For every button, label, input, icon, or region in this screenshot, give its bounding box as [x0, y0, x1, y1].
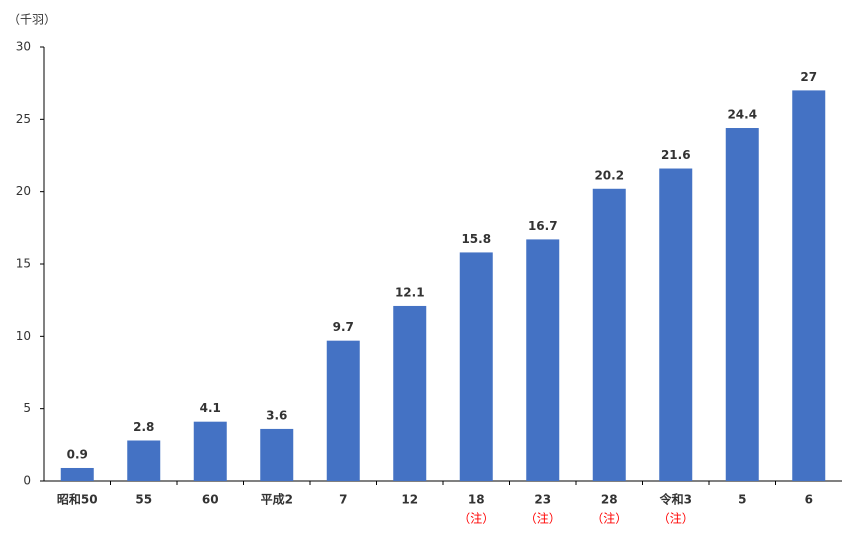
- value-label: 16.7: [528, 219, 558, 233]
- value-label: 2.8: [133, 420, 154, 434]
- y-tick-label: 25: [16, 112, 31, 126]
- value-label: 9.7: [333, 320, 354, 334]
- x-tick-label: 平成2: [261, 492, 293, 507]
- value-label: 20.2: [594, 168, 624, 182]
- x-tick-label: 12: [401, 493, 418, 507]
- x-tick-label: 5: [738, 493, 746, 507]
- bar: [127, 440, 161, 481]
- y-tick-label: 30: [16, 40, 31, 54]
- value-label: 15.8: [461, 232, 491, 246]
- value-label: 21.6: [661, 148, 691, 162]
- bar: [193, 421, 227, 481]
- x-tick-label: 28: [601, 493, 618, 507]
- bar: [725, 128, 759, 481]
- x-tick-label: 23: [534, 493, 551, 507]
- bar: [459, 252, 493, 481]
- value-label: 0.9: [67, 447, 88, 461]
- y-tick-label: 15: [16, 257, 31, 271]
- unit-label: （千羽）: [8, 13, 56, 27]
- bar: [526, 239, 560, 481]
- bar: [792, 90, 826, 482]
- x-tick-label: 7: [339, 493, 347, 507]
- x-tick-note: （注）: [658, 511, 694, 526]
- value-label: 27: [800, 70, 817, 84]
- y-tick-label: 0: [23, 474, 31, 488]
- bar: [659, 168, 693, 481]
- bar: [260, 428, 294, 481]
- x-tick-note: （注）: [525, 511, 561, 526]
- value-label: 4.1: [200, 401, 221, 415]
- x-tick-note: （注）: [591, 511, 627, 526]
- x-tick-label: 昭和50: [57, 492, 98, 507]
- y-tick-label: 20: [16, 184, 31, 198]
- y-tick-label: 10: [16, 329, 31, 343]
- bar: [592, 188, 626, 482]
- x-tick-label: 55: [135, 493, 152, 507]
- bar: [60, 467, 94, 481]
- value-label: 24.4: [727, 108, 757, 122]
- bar: [393, 305, 427, 481]
- x-tick-label: 令和3: [659, 492, 692, 507]
- x-tick-note: （注）: [458, 511, 494, 526]
- x-tick-label: 18: [468, 493, 485, 507]
- value-label: 3.6: [266, 408, 287, 422]
- x-tick-label: 60: [202, 493, 219, 507]
- value-label: 12.1: [395, 285, 425, 299]
- x-tick-label: 6: [805, 493, 813, 507]
- y-tick-label: 5: [23, 401, 31, 415]
- bar: [326, 340, 360, 481]
